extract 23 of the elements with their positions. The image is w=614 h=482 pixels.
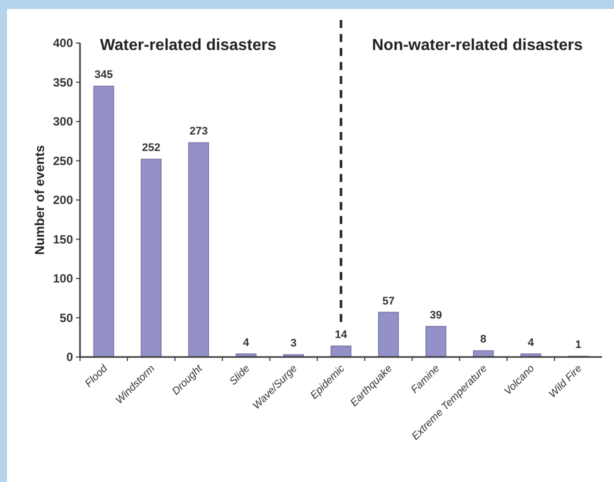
- y-tick-label: 150: [52, 232, 74, 246]
- data-label: 4: [528, 336, 535, 349]
- y-tick-label: 100: [52, 272, 74, 286]
- y-tick-label: 350: [52, 75, 74, 90]
- data-label: 3: [290, 338, 297, 350]
- y-tick-label: 0: [66, 350, 74, 364]
- data-label: 1: [575, 339, 582, 352]
- data-label: 252: [142, 142, 160, 154]
- y-tick-label: 400: [52, 36, 74, 50]
- data-label: 8: [480, 334, 486, 346]
- y-tick-label: 200: [52, 193, 74, 208]
- annotation: Water-related disasters: [100, 37, 276, 54]
- data-label: 345: [94, 69, 113, 82]
- data-label: 39: [430, 309, 442, 322]
- y-tick-label: 300: [52, 114, 74, 129]
- data-label: 273: [189, 126, 208, 138]
- y-axis-title: Number of events: [32, 145, 47, 255]
- y-tick-label: 250: [52, 154, 74, 168]
- y-tick-label: 50: [60, 310, 74, 325]
- data-label: 14: [334, 329, 348, 342]
- data-label: 4: [243, 336, 250, 349]
- data-label: 57: [382, 295, 395, 308]
- annotation: Non-water-related disasters: [372, 37, 583, 54]
